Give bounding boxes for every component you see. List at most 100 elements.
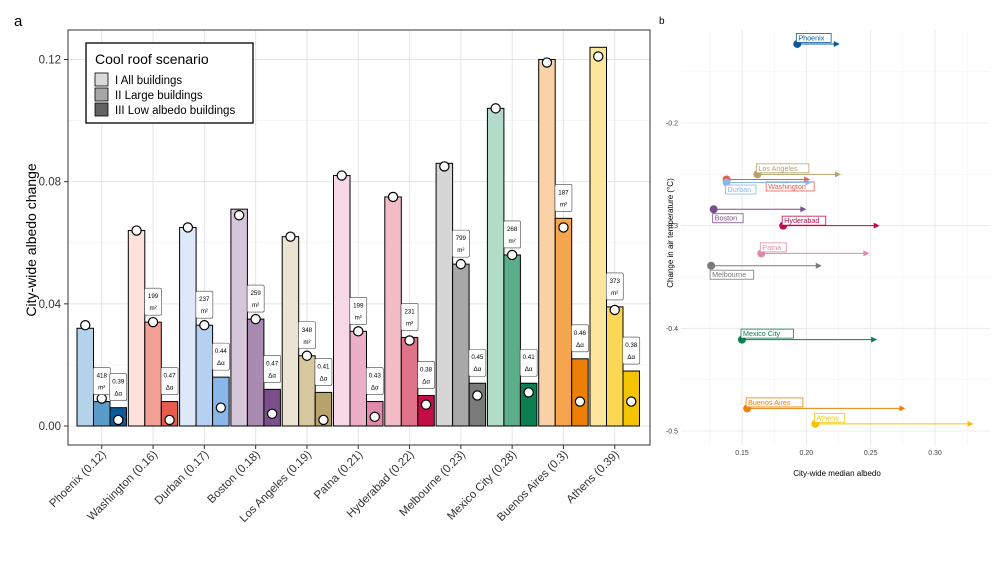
- bar-2-1: [144, 321, 162, 427]
- panel-a-xtick-label-2: Durban (0.17): [153, 449, 212, 508]
- bar-2-0: [93, 401, 111, 427]
- label-box-3-8: 0.41 Δα: [519, 348, 538, 377]
- label-box-frame: [468, 348, 487, 377]
- label-unit: Δα: [217, 360, 225, 367]
- arrow-hyderabad: Hyderabad: [779, 215, 880, 230]
- panel-b-ytick-label-1: -0.3: [666, 223, 678, 230]
- bar-marker-1-3: [233, 210, 245, 221]
- label-box-frame: [314, 358, 333, 386]
- label-unit: m²: [201, 308, 208, 315]
- bar-marker-1-4: [285, 231, 296, 242]
- arrow-head: [833, 40, 840, 47]
- label-value: 799: [456, 235, 467, 242]
- label-box-frame: [109, 373, 128, 401]
- panel-b-marks: Phoenix Los Angeles Washington Durban Boston…: [707, 33, 974, 428]
- arrow-head: [835, 171, 842, 178]
- bar-1-2: [179, 226, 197, 427]
- city-label-box: [745, 397, 804, 408]
- city-label-box: [813, 412, 846, 423]
- panel-b-scatter-chart: 0.15 0.20 0.25 0.30 -0.2 -0.3 -0.4 -0.5 Phoenix…: [666, 30, 990, 478]
- label-box-frame: [605, 272, 624, 301]
- bar-marker-1-5: [336, 170, 347, 181]
- panel-b-xtick-label-2: 0.25: [864, 450, 878, 457]
- label-value: 0.46: [574, 330, 587, 337]
- label-value: 0.43: [369, 373, 382, 380]
- panel-b-xtick-label-3: 0.30: [928, 450, 942, 457]
- city-label-box: [781, 215, 827, 226]
- arrow-mexico-city: Mexico City: [738, 328, 878, 344]
- bar-marker-3-4: [318, 414, 329, 426]
- bar-marker-1-10: [593, 51, 604, 62]
- bar-marker-3-9: [574, 396, 586, 407]
- panel-b-xtick-label-1: 0.20: [800, 450, 814, 457]
- panel-a-y-axis-title: City-wide albedo change: [23, 163, 39, 317]
- label-unit: Δα: [114, 391, 122, 398]
- label-box-3-3: 0.47 Δα: [263, 355, 281, 383]
- city-label-box: [712, 213, 744, 224]
- label-unit: m²: [252, 302, 259, 309]
- bar-marker-1-8: [490, 103, 501, 114]
- label-box-3-1: 0.47 Δα: [160, 367, 179, 395]
- panel-b-ytick-label-0: -0.2: [666, 121, 678, 128]
- bar-2-6: [400, 336, 419, 427]
- bar-2-10: [606, 306, 624, 427]
- arrow-start-point: [722, 178, 731, 187]
- label-box-frame: [365, 367, 384, 395]
- panel-b-x-axis-title: City-wide median albedo: [793, 469, 881, 478]
- arrow-head: [805, 179, 812, 186]
- label-box-3-9: 0.46 Δα: [571, 324, 589, 353]
- arrow-athens: Athens: [811, 412, 974, 428]
- legend-swatch-3: [94, 102, 109, 117]
- city-label: Los Angeles: [758, 164, 798, 173]
- bar-1-3: [230, 208, 248, 427]
- arrow-start-point: [709, 205, 718, 214]
- arrow-patna: Patna: [757, 242, 870, 258]
- arrow-head: [899, 405, 906, 412]
- city-label-box: [759, 242, 787, 253]
- label-box-frame: [246, 284, 265, 313]
- label-unit: m²: [355, 314, 362, 321]
- label-unit: m²: [457, 247, 464, 254]
- label-box-2-5: 199 m²: [349, 297, 368, 325]
- bar-1-5: [333, 175, 351, 427]
- label-unit: Δα: [320, 375, 328, 382]
- bar-marker-3-8: [523, 387, 534, 398]
- label-value: 199: [353, 302, 364, 309]
- panel-b-plot-background: [681, 30, 990, 445]
- city-label-box: [725, 184, 757, 195]
- label-unit: Δα: [525, 366, 533, 373]
- label-box-2-2: 237 m²: [195, 290, 214, 319]
- bar-2-3: [246, 318, 265, 427]
- bar-marker-3-3: [266, 408, 278, 419]
- label-box-2-0: 418 m²: [92, 367, 111, 395]
- legend-swatch-2: [94, 87, 109, 102]
- arrow-phoenix: Phoenix: [793, 33, 840, 48]
- legend-box: [85, 42, 254, 124]
- bar-2-4: [298, 355, 316, 427]
- label-box-3-7: 0.45 Δα: [468, 348, 487, 377]
- bar-marker-1-2: [182, 222, 194, 233]
- label-box-frame: [298, 321, 316, 350]
- bar-1-4: [281, 236, 300, 427]
- label-unit: Δα: [166, 385, 174, 392]
- bar-1-9: [538, 59, 556, 427]
- bar-marker-2-0: [96, 393, 107, 404]
- label-unit: Δα: [473, 366, 481, 373]
- bar-marker-3-5: [369, 411, 380, 423]
- arrow-start-point: [707, 261, 716, 270]
- legend-swatch-1: [94, 72, 109, 87]
- label-value: 0.44: [215, 348, 228, 355]
- label-box-frame: [622, 336, 641, 365]
- label-box-3-0: 0.39 Δα: [109, 373, 128, 401]
- label-box-frame: [452, 229, 470, 258]
- city-label-box: [756, 163, 810, 174]
- panel-a-bar-chart: 418 m² 0.39 Δα 199 m² 0.47 Δα 237 m² 0.44 Δα 259 m² 0.…: [23, 29, 651, 525]
- label-box-frame: [400, 303, 419, 331]
- label-unit: Δα: [576, 342, 584, 349]
- bar-marker-1-0: [80, 320, 91, 331]
- panel-a-xtick-label-5: Patna (0.21): [312, 449, 365, 502]
- label-unit: m²: [611, 290, 618, 297]
- city-label-box: [709, 269, 755, 280]
- bar-1-7: [435, 162, 454, 427]
